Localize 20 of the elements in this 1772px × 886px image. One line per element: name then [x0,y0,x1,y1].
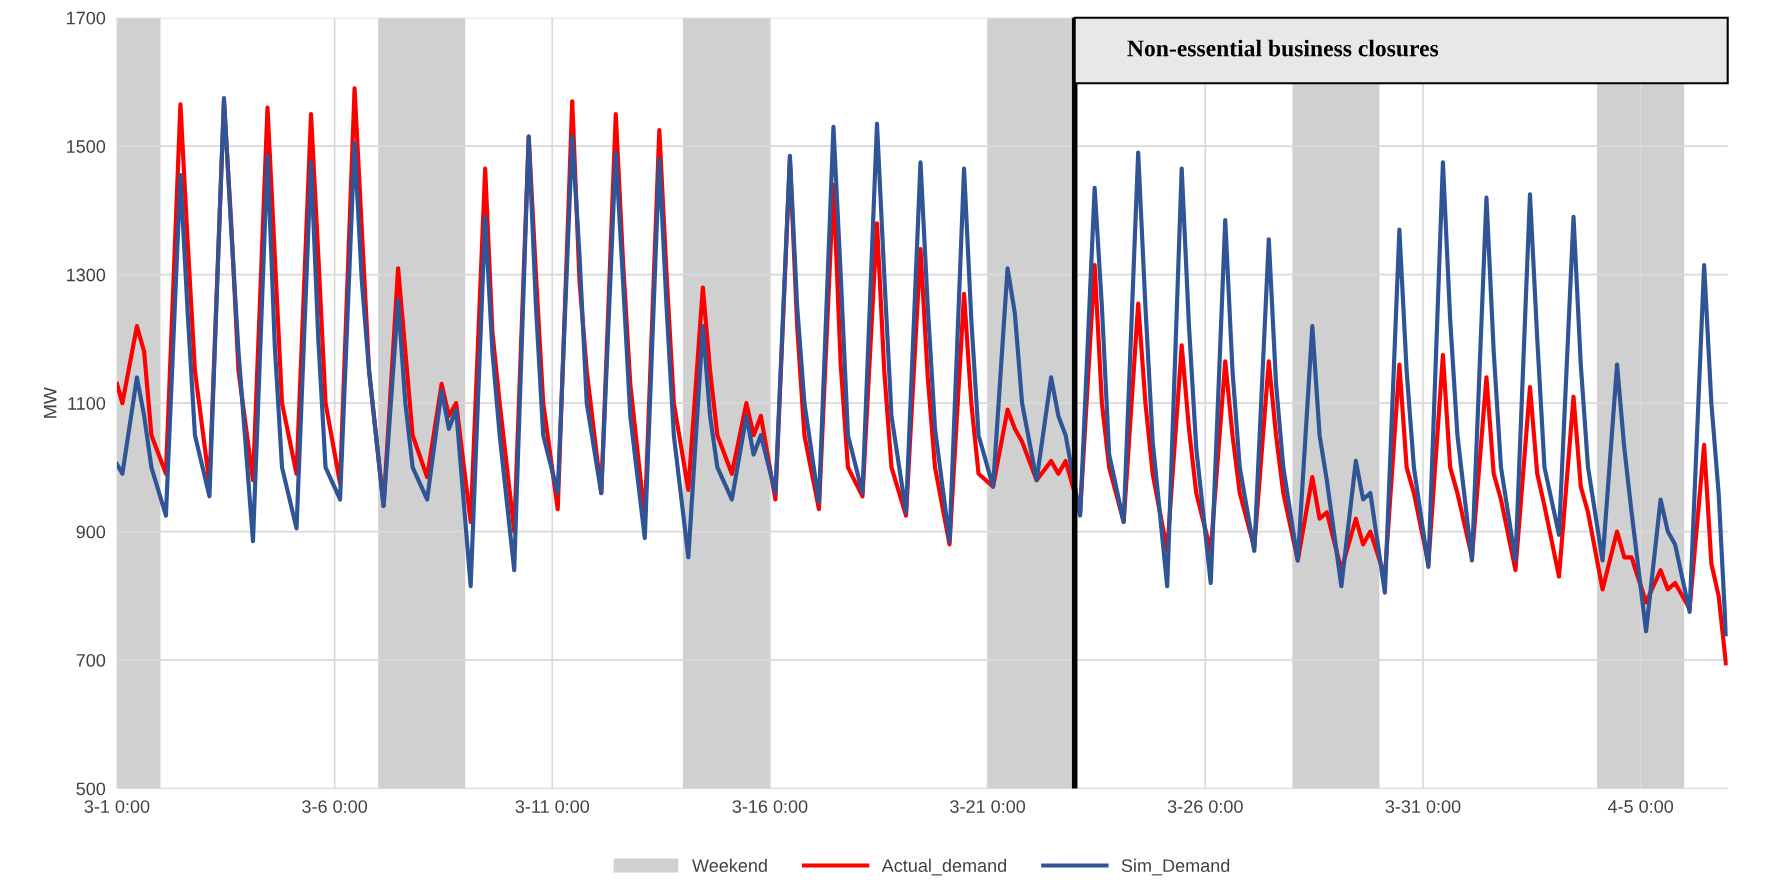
y-tick-label: 700 [76,654,106,667]
y-axis-title: MW [43,387,57,418]
x-tick-label: 4-5 0:00 [1607,800,1674,813]
x-tick-label: 3-31 0:00 [1385,800,1461,813]
x-tick-label: 3-11 0:00 [515,800,590,813]
ref-line-label: Non-essential business closures [1127,39,1439,57]
y-tick-label: 500 [76,782,106,796]
x-tick-label: 3-21 0:00 [950,800,1026,813]
x-tick-label: 3-16 0:00 [732,800,808,813]
y-tick-label: 1300 [67,268,106,282]
x-tick-label: 3-1 0:00 [84,800,150,813]
legend-label: Sim_Demand [1121,858,1230,876]
x-tick-label: 3-26 0:00 [1167,800,1243,813]
x-tick-label: 3-6 0:00 [302,800,368,813]
y-tick-label: 900 [76,525,106,539]
y-tick-label: 1500 [67,140,106,153]
y-tick-label: 1700 [67,11,106,25]
legend-label: Actual_demand [881,858,1007,876]
legend-label: Weekend [692,858,767,873]
y-tick-label: 1100 [68,397,106,410]
